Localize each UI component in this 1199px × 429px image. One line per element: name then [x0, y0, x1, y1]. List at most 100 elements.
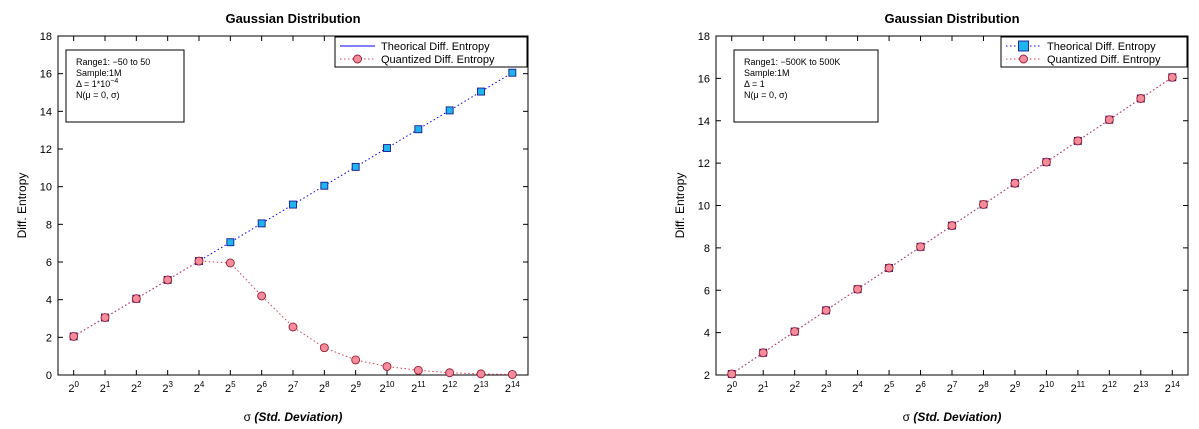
point-theoretical	[226, 238, 235, 247]
x-tick-label: 28	[978, 380, 989, 395]
point-quantized	[382, 362, 392, 371]
x-axis-label-text: (Std. Deviation)	[913, 410, 1001, 424]
x-axis-label-symbol: σ	[903, 410, 911, 424]
x-tick-base: 2	[68, 383, 74, 395]
point-quantized	[100, 313, 110, 323]
point-quantized	[1136, 94, 1146, 103]
y-tick-label: 16	[698, 73, 710, 85]
x-tick-base: 2	[100, 383, 106, 395]
x-tick-exponent: 1	[106, 380, 111, 389]
annotation-line: Range1: −50 to 50	[76, 57, 150, 67]
x-tick-exponent: 8	[325, 380, 330, 389]
x-tick-base: 2	[947, 383, 953, 395]
x-tick-exponent: 10	[386, 380, 395, 389]
annotation-line: Range1: −500K to 500K	[744, 57, 840, 67]
y-tick-label: 6	[704, 285, 710, 297]
annotation-line: N(μ = 0, σ)	[744, 90, 788, 100]
point-theoretical	[445, 106, 454, 115]
x-tick-label: 26	[915, 380, 926, 395]
x-tick-exponent: 11	[417, 380, 426, 389]
x-tick-exponent: 9	[357, 380, 362, 389]
y-tick-label: 12	[40, 144, 52, 156]
x-tick-exponent: 1	[764, 380, 769, 389]
x-tick-exponent: 13	[1139, 380, 1148, 389]
x-tick-exponent: 12	[448, 380, 457, 389]
y-tick-label: 4	[704, 328, 710, 340]
point-quantized	[947, 221, 957, 231]
x-tick-exponent: 7	[294, 380, 299, 389]
point-quantized	[916, 242, 925, 252]
series-line-quantized	[73, 260, 513, 375]
annotation-line: Δ = 1	[744, 79, 765, 89]
point-quantized	[853, 284, 863, 294]
x-tick-label: 210	[1039, 380, 1055, 395]
y-tick-label: 6	[46, 257, 52, 269]
x-tick-base: 2	[1071, 383, 1077, 395]
point-quantized	[69, 331, 79, 341]
x-tick-label: 24	[852, 380, 863, 395]
x-tick-base: 2	[379, 383, 385, 395]
x-tick-label: 26	[256, 380, 267, 395]
x-tick-label: 20	[726, 380, 737, 395]
x-tick-label: 20	[68, 380, 79, 395]
point-quantized	[445, 368, 455, 378]
x-tick-base: 2	[726, 383, 732, 395]
annotation-line: Sample:1M	[76, 68, 122, 78]
x-tick-exponent: 8	[984, 380, 989, 389]
x-tick-base: 2	[1010, 383, 1016, 395]
point-quantized	[163, 275, 173, 285]
y-tick-label: 8	[704, 243, 710, 255]
x-tick-label: 25	[225, 380, 236, 395]
annotation-line: N(μ = 0, σ)	[76, 90, 120, 100]
point-quantized	[288, 322, 298, 332]
point-quantized	[1010, 178, 1020, 188]
x-tick-exponent: 2	[796, 380, 801, 389]
point-theoretical	[351, 162, 360, 171]
x-tick-label: 213	[473, 380, 489, 395]
x-tick-label: 23	[162, 380, 173, 395]
x-tick-exponent: 3	[827, 380, 832, 389]
x-tick-exponent: 0	[75, 380, 80, 389]
x-tick-base: 2	[319, 383, 325, 395]
annotation-line: Δ = 1*10−4	[76, 78, 118, 89]
x-tick-base: 2	[915, 383, 921, 395]
y-tick-label: 12	[698, 158, 710, 170]
x-tick-label: 28	[319, 380, 330, 395]
point-theoretical	[508, 68, 517, 77]
legend-marker-circle	[1019, 54, 1028, 64]
x-tick-label: 29	[1010, 380, 1021, 395]
y-tick-label: 4	[46, 295, 52, 307]
x-tick-exponent: 4	[858, 380, 863, 389]
point-quantized	[884, 263, 894, 273]
x-tick-base: 2	[225, 383, 231, 395]
point-theoretical	[257, 219, 266, 228]
annotation-box	[733, 49, 879, 123]
x-tick-base: 2	[350, 383, 356, 395]
chart-title: Gaussian Distribution	[225, 11, 360, 26]
x-tick-base: 2	[789, 383, 795, 395]
x-tick-label: 214	[505, 380, 521, 395]
annotation-line: Sample:1M	[744, 68, 790, 78]
x-tick-base: 2	[505, 383, 511, 395]
y-tick-label: 14	[698, 116, 710, 128]
y-tick-label: 2	[704, 370, 710, 382]
point-quantized	[351, 355, 361, 365]
x-tick-label: 21	[758, 380, 769, 395]
x-tick-label: 27	[288, 380, 299, 395]
x-tick-label: 210	[379, 380, 395, 395]
annotation-text: Range1: −50 to 50	[76, 57, 150, 67]
x-axis-label: σ (Std. Deviation)	[903, 410, 1002, 424]
x-tick-exponent: 4	[200, 380, 205, 389]
x-tick-base: 2	[1165, 383, 1171, 395]
chart-right: Gaussian Distribution Diff. Entropy σ (Std…	[673, 11, 1189, 424]
annotation-text: N(μ = 0, σ)	[744, 90, 788, 100]
x-tick-label: 212	[1102, 380, 1118, 395]
x-tick-base: 2	[1039, 383, 1045, 395]
point-quantized	[1167, 72, 1177, 82]
x-tick-base: 2	[1102, 383, 1108, 395]
x-axis-label-text: (Std. Deviation)	[254, 410, 342, 424]
point-quantized	[1073, 136, 1083, 146]
x-tick-label: 211	[1071, 380, 1086, 395]
point-quantized	[790, 327, 800, 337]
x-axis-label: σ (Std. Deviation)	[244, 410, 343, 424]
